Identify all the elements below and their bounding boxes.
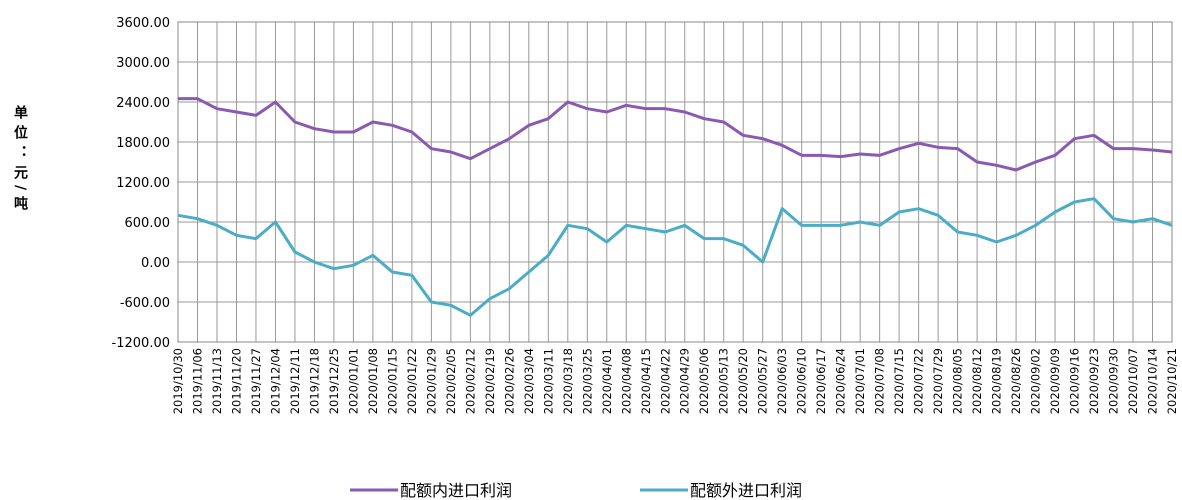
x-tick-label: 2020/05/13 — [717, 348, 731, 414]
x-tick-label: 2020/06/17 — [814, 348, 828, 414]
x-tick-label: 2020/07/29 — [931, 348, 945, 414]
x-tick-label: 2020/09/30 — [1107, 348, 1121, 414]
x-tick-label: 2020/05/27 — [756, 348, 770, 414]
x-tick-label: 2020/10/07 — [1126, 348, 1140, 414]
x-tick-label: 2020/09/09 — [1048, 348, 1062, 414]
x-tick-label: 2020/03/25 — [580, 348, 594, 414]
series-line — [177, 197, 1173, 317]
x-tick-label: 2020/08/12 — [970, 348, 984, 414]
x-tick-label: 2019/11/27 — [249, 348, 263, 414]
x-tick-label: 2020/07/08 — [873, 348, 887, 414]
x-tick-label: 2020/02/05 — [444, 348, 458, 414]
series-line — [178, 97, 1173, 172]
y-tick-label: -1200.00 — [112, 336, 170, 351]
x-tick-label: 2020/03/11 — [541, 348, 555, 414]
x-tick-label: 2019/10/30 — [171, 348, 185, 414]
x-tick-label: 2019/12/18 — [307, 348, 321, 414]
y-tick-label: 1200.00 — [116, 176, 170, 191]
x-tick-label: 2020/06/10 — [795, 348, 809, 414]
x-tick-label: 2020/06/24 — [834, 348, 848, 414]
legend-label: 配额外进口利润 — [690, 481, 802, 500]
x-tick-label: 2020/09/23 — [1087, 348, 1101, 414]
legend-label: 配额内进口利润 — [400, 481, 512, 500]
x-tick-label: 2020/02/26 — [502, 348, 516, 414]
x-tick-label: 2019/11/13 — [210, 348, 224, 414]
x-tick-label: 2020/07/01 — [853, 348, 867, 414]
x-tick-label: 2020/08/19 — [990, 348, 1004, 414]
x-tick-label: 2019/11/06 — [190, 348, 204, 414]
x-tick-label: 2020/01/22 — [405, 348, 419, 414]
x-tick-label: 2019/11/20 — [229, 348, 243, 414]
x-tick-label: 2020/04/29 — [678, 348, 692, 414]
x-tick-label: 2020/02/12 — [463, 348, 477, 414]
y-tick-label: 0.00 — [141, 256, 170, 271]
x-tick-label: 2020/02/19 — [483, 348, 497, 414]
y-axis-label: 单位：元/吨 — [12, 104, 28, 216]
x-tick-label: 2020/01/01 — [346, 348, 360, 414]
y-tick-label: 2400.00 — [116, 96, 170, 111]
x-tick-label: 2020/03/04 — [522, 348, 536, 414]
y-tick-label: 600.00 — [125, 216, 171, 231]
plot-frame — [177, 21, 1173, 343]
x-tick-label: 2019/12/04 — [268, 348, 282, 414]
x-tick-label: 2020/04/08 — [619, 348, 633, 414]
x-tick-label: 2020/08/05 — [951, 348, 965, 414]
x-tick-label: 2020/07/22 — [912, 348, 926, 414]
y-tick-label: -600.00 — [120, 296, 170, 311]
x-tick-label: 2020/04/01 — [600, 348, 614, 414]
x-tick-label: 2020/03/18 — [561, 348, 575, 414]
x-tick-label: 2020/05/20 — [736, 348, 750, 414]
x-tick-label: 2020/01/29 — [424, 348, 438, 414]
y-tick-label: 3600.00 — [116, 16, 170, 31]
x-tick-label: 2020/09/02 — [1029, 348, 1043, 414]
x-tick-label: 2020/10/21 — [1165, 348, 1179, 414]
x-tick-label: 2020/06/03 — [775, 348, 789, 414]
x-tick-label: 2020/05/06 — [697, 348, 711, 414]
x-tick-label: 2020/04/22 — [658, 348, 672, 414]
x-tick-label: 2020/07/15 — [892, 348, 906, 414]
x-tick-label: 2019/12/25 — [327, 348, 341, 414]
x-tick-label: 2020/10/14 — [1146, 348, 1160, 414]
x-tick-label: 2020/09/16 — [1068, 348, 1082, 414]
y-tick-label: 3000.00 — [116, 56, 170, 71]
x-tick-label: 2020/01/15 — [385, 348, 399, 414]
x-tick-label: 2020/01/08 — [366, 348, 380, 414]
x-tick-label: 2020/08/26 — [1009, 348, 1023, 414]
x-tick-label: 2019/12/11 — [288, 348, 302, 414]
y-tick-label: 1800.00 — [116, 136, 170, 151]
x-tick-label: 2020/04/15 — [639, 348, 653, 414]
